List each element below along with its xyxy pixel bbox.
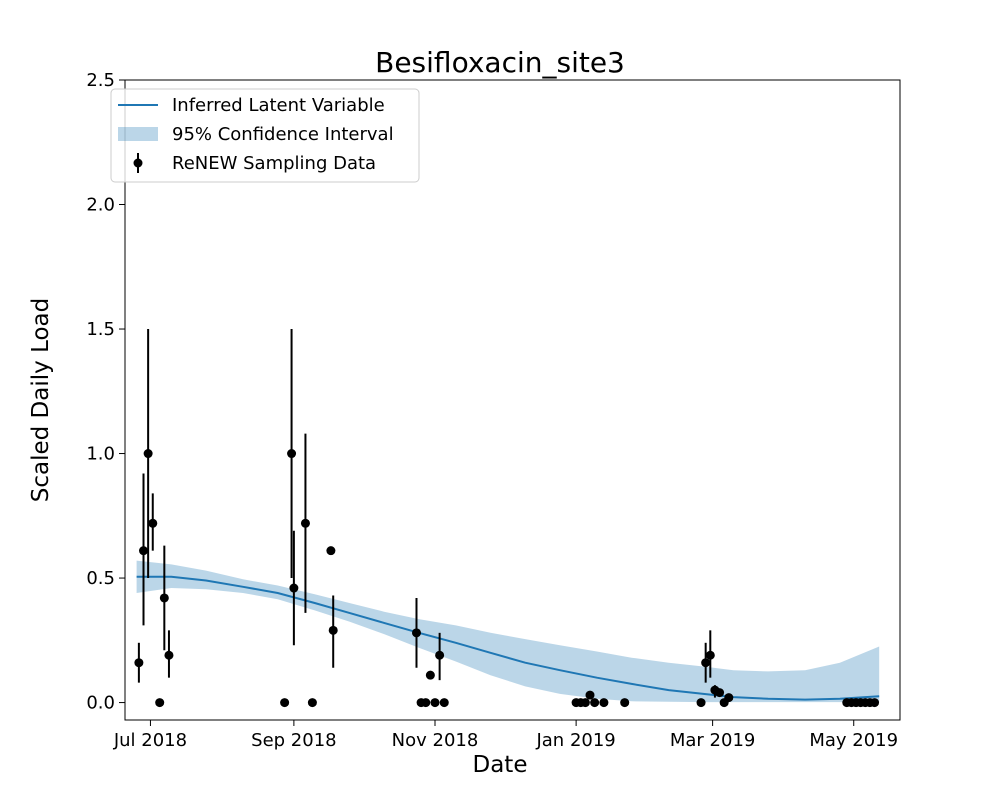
data-point <box>701 658 711 668</box>
data-point <box>439 698 449 708</box>
y-tick-label: 1.0 <box>86 444 115 465</box>
data-point <box>289 583 299 593</box>
data-point <box>411 628 421 638</box>
y-tick-label: 0.0 <box>86 693 115 714</box>
confidence-band-layer <box>136 560 880 703</box>
legend-marker-swatch <box>133 158 143 168</box>
legend: Inferred Latent Variable 95% Confidence … <box>110 88 420 183</box>
chart-title: Besifloxacin_site3 <box>375 46 625 79</box>
x-axis-title: Date <box>473 752 528 778</box>
y-tick-label: 0.5 <box>86 568 115 589</box>
data-point <box>696 698 706 708</box>
data-point <box>143 449 153 459</box>
data-point <box>326 546 336 556</box>
data-point <box>599 698 609 708</box>
data-point <box>590 698 600 708</box>
data-point <box>155 698 165 708</box>
latent-line-layer <box>136 575 880 701</box>
y-tick-label: 2.5 <box>86 70 115 91</box>
y-axis-ticks: 0.0 0.5 1.0 1.5 2.0 2.5 <box>86 70 125 714</box>
data-point <box>307 698 317 708</box>
latent-variable-line <box>136 575 880 701</box>
legend-label-ci: 95% Confidence Interval <box>172 124 394 145</box>
legend-band-swatch <box>118 127 158 141</box>
legend-label-data: ReNEW Sampling Data <box>172 153 376 174</box>
legend-frame <box>110 88 420 183</box>
y-tick-label: 2.0 <box>86 195 115 216</box>
y-tick-label: 1.5 <box>86 319 115 340</box>
x-tick-label: Jan 2019 <box>535 730 615 751</box>
x-tick-label: Sep 2018 <box>251 730 336 751</box>
x-tick-label: Mar 2019 <box>670 730 756 751</box>
confidence-band <box>136 560 880 703</box>
data-point-layer <box>134 449 880 708</box>
data-point <box>620 698 630 708</box>
data-point <box>870 698 880 708</box>
data-point <box>280 698 290 708</box>
data-point <box>715 688 725 698</box>
x-tick-label: Jul 2018 <box>113 730 187 751</box>
data-point <box>430 698 440 708</box>
data-point <box>435 650 445 660</box>
x-tick-label: May 2019 <box>809 730 898 751</box>
data-point <box>421 698 431 708</box>
data-point <box>159 593 169 603</box>
data-point <box>164 650 174 660</box>
data-point <box>580 698 590 708</box>
data-point <box>585 690 595 700</box>
data-point <box>724 693 734 703</box>
data-point <box>287 449 297 459</box>
data-point <box>139 546 149 556</box>
data-point <box>328 625 338 635</box>
y-axis-title: Scaled Daily Load <box>28 298 54 502</box>
data-point <box>300 518 310 528</box>
data-point <box>705 650 715 660</box>
legend-label-latent: Inferred Latent Variable <box>172 95 385 116</box>
plot-frame <box>124 79 901 721</box>
x-tick-label: Nov 2018 <box>392 730 479 751</box>
x-axis-ticks: Jul 2018 Sep 2018 Nov 2018 Jan 2019 Mar 2019… <box>113 720 898 751</box>
data-point <box>425 670 435 680</box>
data-point <box>134 658 144 668</box>
data-point <box>148 518 158 528</box>
